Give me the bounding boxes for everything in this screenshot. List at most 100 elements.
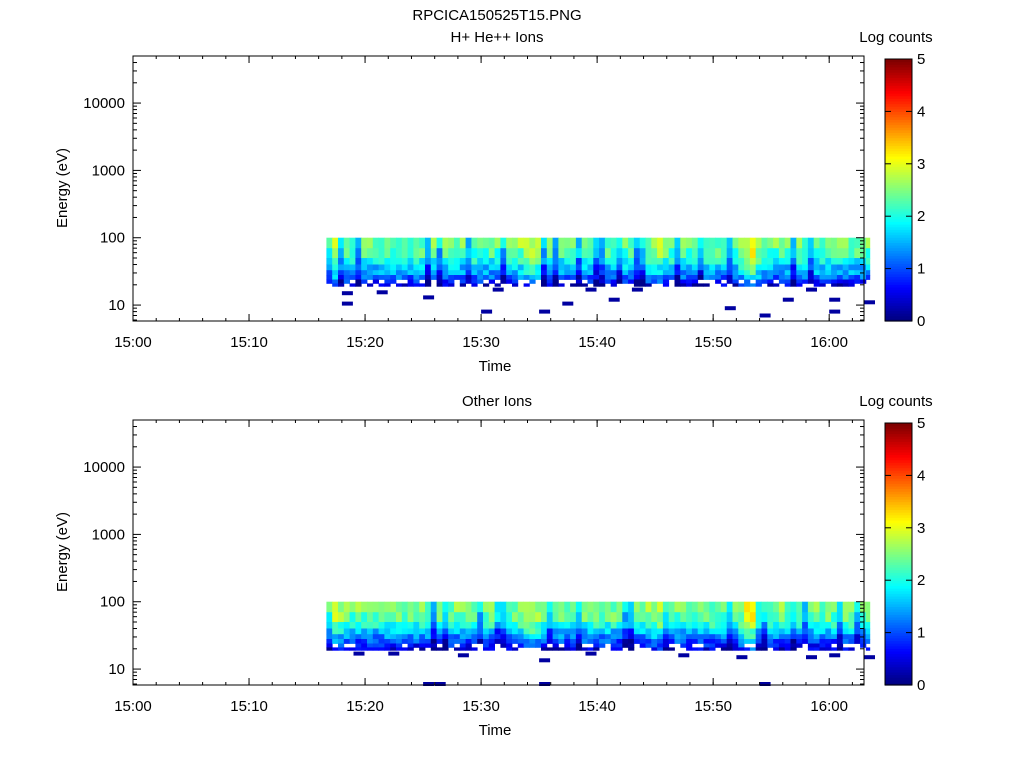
- heatmap-cell: [657, 601, 664, 613]
- heatmap-cell: [454, 248, 461, 259]
- heatmap-cell: [546, 270, 553, 276]
- heatmap-cell: [836, 258, 844, 265]
- heatmap-cell: [854, 248, 861, 259]
- heatmap-cell: [564, 639, 571, 644]
- heatmap-cell: [761, 264, 768, 271]
- heatmap-cell: [442, 601, 449, 613]
- heatmap-cell: [790, 612, 797, 623]
- heatmap-cell: [755, 601, 762, 613]
- heatmap-cell: [761, 622, 768, 629]
- heatmap-cell: [483, 634, 490, 640]
- colorbar-segment: [885, 208, 912, 212]
- heatmap-cell: [541, 647, 548, 651]
- heatmap-cell: [755, 279, 762, 284]
- heatmap-cell: [361, 643, 368, 648]
- heatmap-cell: [657, 628, 664, 635]
- heatmap-cell: [848, 275, 855, 280]
- heatmap-cell: [477, 248, 484, 259]
- heatmap-cell: [384, 601, 391, 613]
- heatmap-cell: [691, 237, 699, 249]
- colorbar-segment: [885, 459, 912, 463]
- heatmap-cell: [639, 264, 646, 271]
- heatmap-cell: [773, 628, 780, 635]
- heatmap-cell: [784, 237, 791, 249]
- heatmap-cell: [813, 639, 820, 644]
- colorbar-segment: [885, 226, 912, 230]
- colorbar-segment: [885, 488, 912, 492]
- heatmap-cell: [773, 237, 780, 249]
- heatmap-cell: [836, 279, 844, 284]
- heatmap-cell: [471, 647, 478, 651]
- heatmap-cell: [529, 601, 536, 613]
- heatmap-cell: [854, 634, 861, 640]
- heatmap-cell: [523, 622, 530, 629]
- heatmap-cell: [500, 264, 507, 271]
- heatmap-cell: [738, 237, 745, 249]
- colorbar-segment: [885, 635, 912, 639]
- heatmap-cell: [657, 248, 664, 259]
- heatmap-cell: [494, 612, 501, 623]
- heatmap-cell: [860, 279, 867, 284]
- heatmap-cell: [616, 264, 623, 271]
- heatmap-cell: [680, 628, 687, 635]
- heatmap-cell: [558, 634, 565, 640]
- heatmap-cell: [744, 647, 751, 651]
- heatmap-cell: [558, 612, 565, 623]
- heatmap-cell: [616, 643, 623, 648]
- heatmap-cell: [674, 634, 681, 640]
- heatmap-cell: [442, 258, 449, 265]
- heatmap-cell: [349, 634, 356, 640]
- heatmap-cell: [390, 612, 397, 623]
- heatmap-cell: [674, 275, 681, 280]
- heatmap-cell: [587, 639, 594, 644]
- sparse-count-cell: [539, 658, 551, 663]
- heatmap-cell: [390, 639, 397, 644]
- heatmap-cell: [738, 639, 745, 644]
- heatmap-cell: [541, 628, 548, 635]
- heatmap-cell: [784, 601, 791, 613]
- heatmap-cell: [483, 647, 490, 651]
- heatmap-cell: [732, 612, 739, 623]
- heatmap-cell: [668, 622, 675, 629]
- heatmap-cell: [715, 612, 722, 623]
- heatmap-cell: [581, 275, 588, 280]
- heatmap-cell: [790, 647, 797, 651]
- colorbar-segment: [885, 423, 912, 427]
- heatmap-cell: [355, 270, 362, 276]
- heatmap-cell: [355, 258, 362, 265]
- heatmap-cell: [425, 275, 432, 280]
- heatmap-cell: [326, 634, 333, 640]
- heatmap-cell: [488, 275, 495, 280]
- heatmap-cell: [802, 270, 809, 276]
- heatmap-cell: [367, 270, 374, 276]
- heatmap-cell: [720, 237, 728, 249]
- heatmap-cell: [488, 237, 495, 249]
- heatmap-cell: [338, 622, 345, 629]
- heatmap-cell: [442, 270, 449, 276]
- heatmap-cell: [749, 283, 757, 287]
- heatmap-cell: [506, 639, 513, 644]
- heatmap-cell: [732, 647, 739, 651]
- heatmap-cell: [419, 270, 426, 276]
- colorbar-segment: [885, 271, 912, 275]
- heatmap-cell: [848, 283, 855, 287]
- heatmap-cell: [778, 270, 786, 276]
- heatmap-cell: [500, 612, 507, 623]
- x-tick-label: 15:20: [346, 334, 384, 351]
- heatmap-cell: [529, 258, 536, 265]
- heatmap-cell: [825, 258, 832, 265]
- heatmap-cell: [738, 647, 745, 651]
- x-tick-label: 15:50: [694, 698, 732, 715]
- colorbar-segment: [885, 616, 912, 621]
- heatmap-cell: [651, 275, 658, 280]
- heatmap-cell: [430, 264, 437, 271]
- colorbar-segment: [885, 221, 912, 225]
- colorbar-segment: [885, 656, 912, 660]
- heatmap-cell: [494, 283, 501, 287]
- heatmap-cell: [593, 639, 600, 644]
- heatmap-cell: [657, 237, 664, 249]
- heatmap-cell: [738, 270, 745, 276]
- heatmap-cell: [541, 634, 548, 640]
- colorbar-segment: [885, 559, 912, 563]
- heatmap-cell: [784, 283, 791, 287]
